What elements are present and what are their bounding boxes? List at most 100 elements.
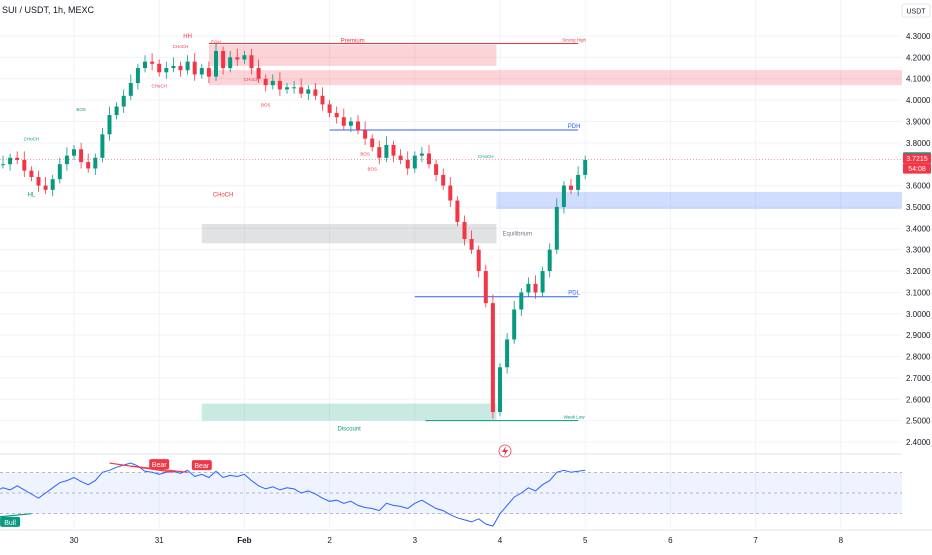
candle-8: [43, 177, 48, 195]
candle-39: [263, 74, 268, 92]
candle-body-72: [498, 367, 502, 413]
candle-body-57: [391, 144, 396, 156]
candle-body-2: [1, 164, 5, 166]
candle-27: [178, 61, 183, 77]
candle-body-66: [455, 200, 460, 222]
structure-label-7: BOS: [76, 107, 86, 112]
candle-29: [192, 53, 197, 81]
time-tick-label-7: 6: [668, 536, 673, 545]
divergence-badge-2: [0, 516, 21, 527]
divergence-line-2: [0, 513, 32, 518]
candle-body-80: [554, 206, 559, 250]
candle-body-9: [50, 179, 55, 190]
candle-body-19: [121, 95, 126, 107]
candle-body-37: [249, 55, 254, 69]
candle-41: [277, 72, 282, 96]
candle-36: [242, 50, 247, 64]
candle-13: [79, 142, 84, 169]
level-label-2: Strong High: [562, 37, 586, 42]
time-tick-label-3: 2: [327, 536, 332, 545]
price-tick-label-13: 2.9000: [906, 331, 931, 340]
price-badge-box-2: [903, 163, 931, 174]
candle-body-53: [363, 130, 368, 139]
candle-26: [171, 57, 176, 73]
candle-64: [441, 168, 446, 190]
candle-body-75: [519, 292, 524, 310]
candle-body-10: [57, 164, 62, 180]
alert-icon[interactable]: [498, 444, 512, 458]
candle-body-55: [377, 147, 382, 158]
candle-body-82: [569, 185, 573, 190]
structure-label-4: CHoCH: [244, 77, 260, 82]
candle-47: [320, 87, 325, 111]
candle-12: [72, 144, 76, 160]
zone-0: [208, 44, 497, 66]
candle-body-27: [178, 65, 183, 71]
candle-body-41: [277, 80, 282, 90]
price-tick-label-16: 2.6000: [906, 395, 931, 404]
candle-44: [299, 78, 304, 98]
price-tick-label-10: 3.2000: [906, 267, 931, 276]
candle-82: [569, 179, 573, 195]
candle-48: [327, 100, 332, 118]
candle-body-44: [299, 87, 304, 94]
candle-body-15: [93, 157, 98, 169]
candle-66: [455, 196, 460, 227]
candle-body-33: [221, 50, 226, 69]
structure-label-2: CHoCH: [173, 44, 189, 49]
candle-body-65: [448, 185, 453, 201]
candle-79: [547, 243, 552, 278]
price-tick-label-5: 3.8000: [906, 139, 931, 148]
time-tick-label-4: 3: [413, 536, 418, 545]
structure-label-11: BOS: [360, 152, 370, 157]
candle-15: [93, 153, 98, 175]
price-tick-label-4: 3.9000: [906, 117, 931, 126]
currency-badge-box[interactable]: [901, 3, 931, 18]
candle-61: [419, 147, 424, 163]
candle-body-48: [327, 104, 332, 113]
level-label-0: PDH: [568, 124, 581, 130]
price-badge-text-2: 54:08: [908, 166, 926, 173]
candle-49: [334, 106, 339, 124]
price-tick-label-11: 3.1000: [906, 288, 931, 297]
candle-19: [121, 89, 126, 113]
candles-layer: [1, 42, 588, 419]
candle-65: [448, 177, 453, 207]
candle-body-17: [107, 115, 112, 135]
price-axis[interactable]: 4.3000 4.2000 4.1000 4.0000 3.9000 3.8000 3.60…: [902, 0, 932, 530]
price-tick-label-15: 2.7000: [906, 374, 931, 383]
candle-body-8: [43, 185, 48, 190]
candle-body-77: [533, 283, 538, 293]
candle-body-35: [235, 57, 240, 60]
price-tick-label-9: 3.3000: [906, 246, 931, 255]
candle-77: [533, 275, 538, 299]
structure-label-10: CHoCH: [213, 192, 234, 198]
zone-label-0: Premium: [341, 39, 365, 45]
candle-42: [285, 83, 289, 94]
candle-body-30: [199, 68, 204, 75]
candle-body-74: [512, 309, 517, 340]
candle-2: [1, 155, 5, 169]
candle-20: [128, 74, 133, 101]
candle-body-84: [583, 159, 588, 175]
candle-56: [384, 136, 389, 163]
candle-body-58: [398, 155, 403, 160]
candle-body-7: [36, 177, 41, 186]
price-tick-label-14: 2.8000: [906, 353, 931, 362]
structure-label-3: CHoCH: [151, 83, 167, 88]
structure-label-6: BOS: [367, 167, 377, 172]
candle-body-43: [292, 87, 297, 89]
time-axis[interactable]: 30 31 Feb 2 3 4 5 6 7 8: [0, 529, 932, 545]
candle-body-47: [320, 95, 325, 105]
candle-52: [356, 115, 360, 135]
candle-46: [313, 83, 318, 101]
candle-body-40: [270, 80, 275, 86]
price-tick-label-12: 3.0000: [906, 310, 931, 319]
candle-67: [462, 215, 467, 246]
levels-layer: PDH PDL Strong High Weak Low: [0, 37, 902, 422]
candle-5: [22, 151, 27, 178]
candle-6: [29, 166, 34, 182]
candle-body-36: [242, 55, 247, 60]
